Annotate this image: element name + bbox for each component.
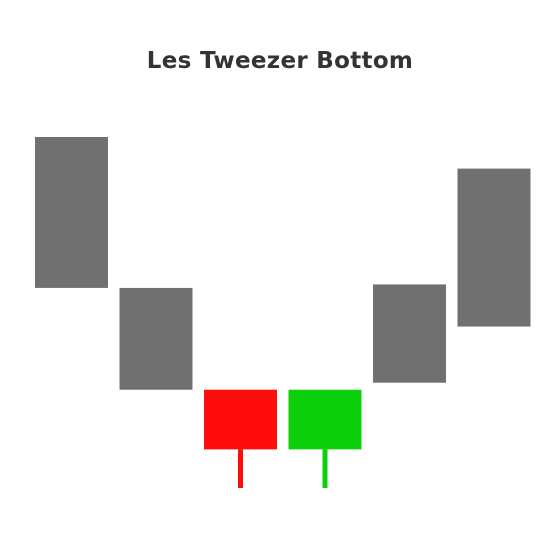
candle-6-body	[457, 168, 531, 327]
diagram-title: Les Tweezer Bottom	[146, 48, 414, 74]
candles-group	[35, 137, 531, 488]
candle-5-body	[373, 284, 446, 383]
candle-4-lower-wick	[322, 449, 328, 488]
candle-3-body	[204, 389, 277, 450]
candle-3-lower-wick	[238, 449, 243, 488]
candle-4-body	[288, 389, 362, 450]
candle-2-body	[119, 287, 193, 390]
candle-1-body	[35, 137, 108, 288]
